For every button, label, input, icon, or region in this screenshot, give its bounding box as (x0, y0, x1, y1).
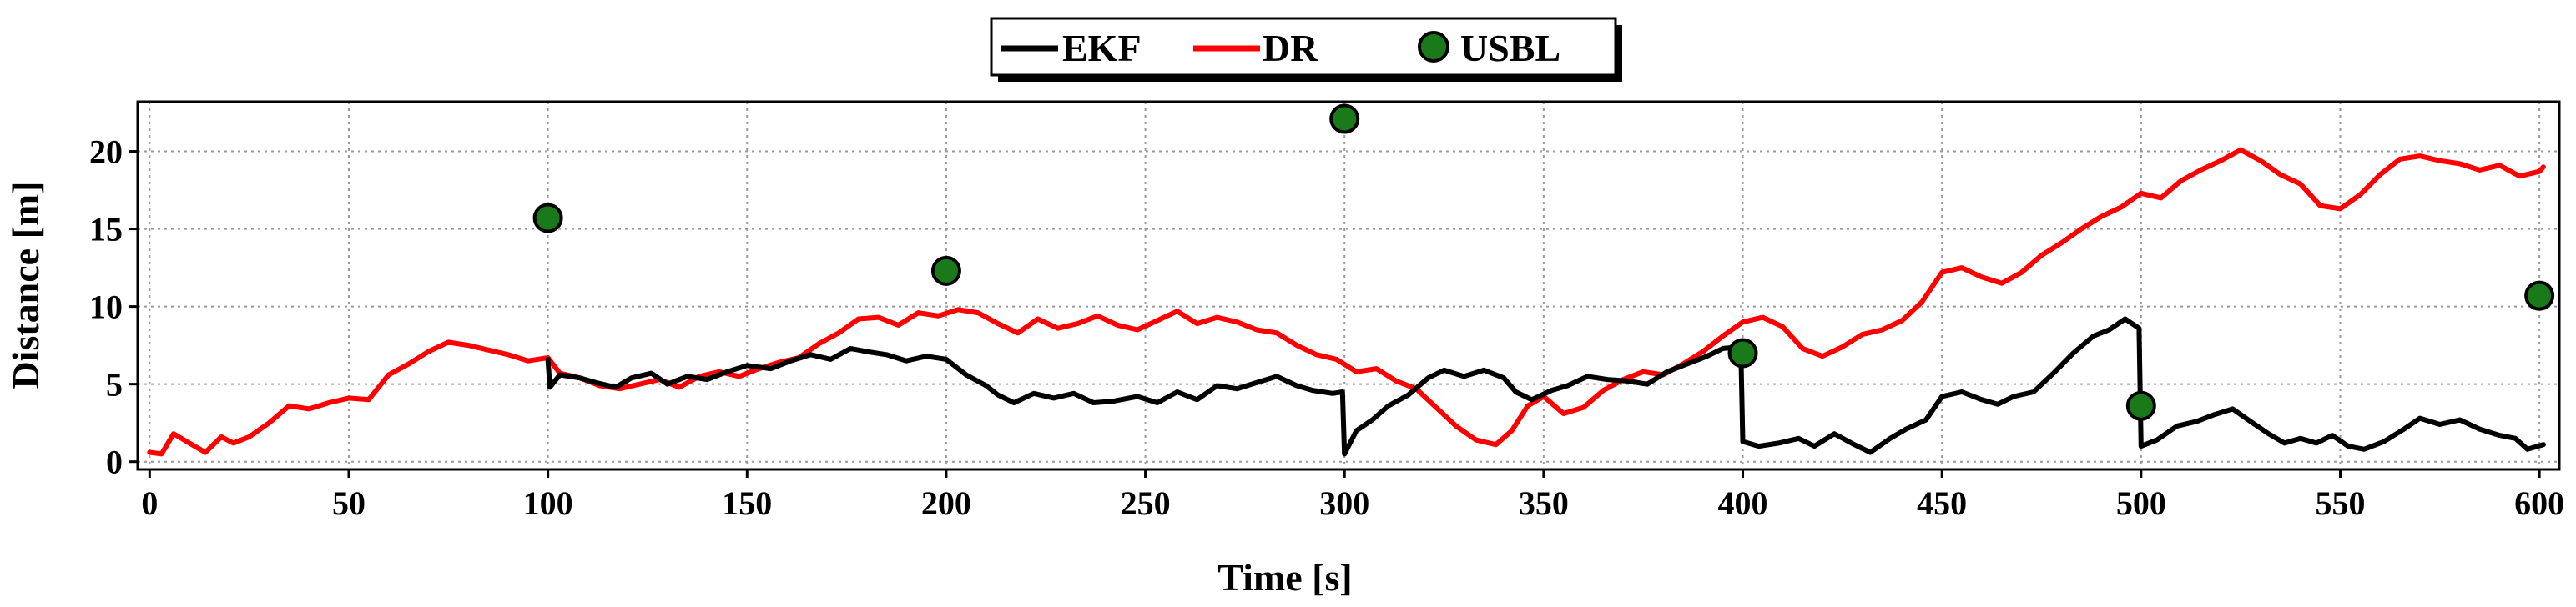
y-tick-label: 10 (89, 288, 123, 326)
legend-swatch-usbl (1418, 31, 1449, 63)
x-tick-label: 500 (2116, 484, 2166, 522)
x-axis-title: Time [s] (1217, 556, 1352, 599)
y-tick-label: 5 (106, 366, 123, 404)
series-layer (147, 147, 2546, 457)
legend-box (990, 17, 1617, 77)
x-tick-label: 350 (1519, 484, 1569, 522)
usbl-point (1329, 103, 1360, 134)
usbl-point (2524, 280, 2555, 311)
plot-area (138, 102, 2559, 469)
x-tick-label: 400 (1718, 484, 1768, 522)
x-tick-label: 550 (2315, 484, 2365, 522)
usbl-point (532, 203, 563, 233)
y-tick-label: 0 (106, 444, 123, 481)
series-line-ekf (545, 316, 2546, 457)
y-tick-label: 15 (89, 211, 123, 248)
x-tick-label: 200 (921, 484, 971, 522)
grid (138, 102, 2559, 469)
y-tick-label: 20 (89, 133, 123, 171)
x-tick-label: 300 (1319, 484, 1369, 522)
tick-layer: 0 50 100 150 200 250 300 350 400 450 500 550 600 0 5 10… (89, 133, 2564, 522)
usbl-point (1727, 338, 1758, 369)
x-tick-label: 450 (1917, 484, 1967, 522)
legend: EKF DR USBL (990, 17, 1622, 82)
x-tick-label: 600 (2514, 484, 2564, 522)
x-tick-label: 0 (141, 484, 158, 522)
x-tick-label: 150 (722, 484, 772, 522)
plot-frame (136, 100, 2561, 471)
legend-label-usbl: USBL (1460, 27, 1560, 69)
series-line-dr (147, 147, 2546, 457)
x-tick-label: 50 (332, 484, 365, 522)
x-tick-label: 250 (1121, 484, 1171, 522)
legend-label-dr: DR (1263, 27, 1318, 69)
legend-label-ekf: EKF (1062, 27, 1142, 69)
usbl-point (930, 255, 961, 286)
usbl-point (2125, 390, 2156, 421)
y-axis-title: Distance [m] (4, 181, 47, 389)
x-tick-label: 100 (523, 484, 573, 522)
scatter-layer (532, 103, 2555, 421)
